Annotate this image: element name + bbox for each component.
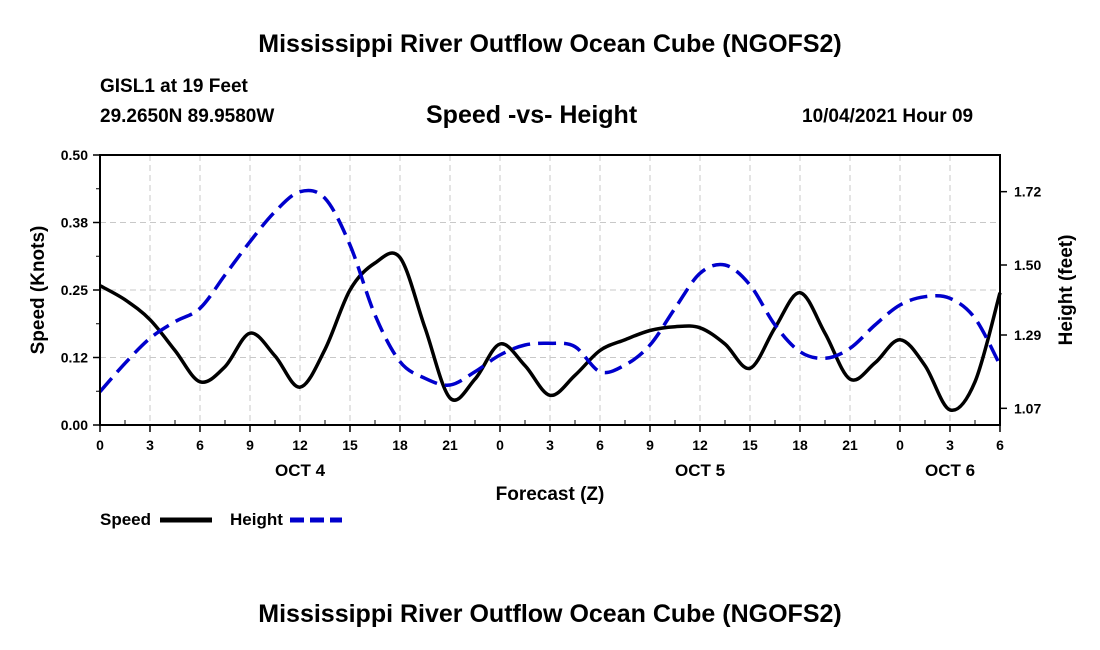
x-tick-label: 21 <box>442 437 458 453</box>
station-label: GISL1 at 19 Feet <box>100 76 248 97</box>
x-tick-label: 3 <box>546 437 554 453</box>
date-label: OCT 5 <box>675 461 725 480</box>
x-tick-label: 21 <box>842 437 858 453</box>
x-tick-label: 12 <box>292 437 308 453</box>
x-tick-label: 12 <box>692 437 708 453</box>
chart-subtitle: Speed -vs- Height <box>426 101 638 129</box>
x-tick-label: 15 <box>342 437 358 453</box>
grid-lines <box>100 155 1000 425</box>
series-lines <box>98 188 1002 413</box>
x-tick-label: 15 <box>742 437 758 453</box>
axis-ticks: 0 3 6 9 12 15 18 21 0 3 6 9 12 15 18 21 0 3 6 OCT 4 OCT 5 OCT… <box>61 147 1042 480</box>
footer-title: Mississippi River Outflow Ocean Cube (NG… <box>258 600 842 628</box>
x-tick-label: 0 <box>96 437 104 453</box>
x-tick-label: 6 <box>596 437 604 453</box>
x-tick-label: 9 <box>646 437 654 453</box>
forecast-datetime: 10/04/2021 Hour 09 <box>802 106 974 127</box>
coordinates-label: 29.2650N 89.9580W <box>100 106 275 127</box>
x-tick-label: 9 <box>246 437 254 453</box>
x-tick-label: 0 <box>496 437 504 453</box>
legend: Speed Height <box>100 510 342 529</box>
x-axis-label: Forecast (Z) <box>496 484 605 505</box>
x-tick-label: 6 <box>196 437 204 453</box>
date-label: OCT 6 <box>925 461 975 480</box>
series-line-speed <box>99 251 1002 413</box>
x-tick-label: 18 <box>392 437 408 453</box>
y2-tick-label: 1.72 <box>1014 184 1041 200</box>
series-line-height <box>98 188 1002 393</box>
x-tick-label: 3 <box>946 437 954 453</box>
x-tick-label: 18 <box>792 437 808 453</box>
date-label: OCT 4 <box>275 461 326 480</box>
y-tick-label: 0.12 <box>61 350 88 366</box>
y2-tick-label: 1.07 <box>1014 400 1041 416</box>
y2-axis-label: Height (feet) <box>1056 235 1077 346</box>
y-tick-label: 0.50 <box>61 147 88 163</box>
y-tick-label: 0.25 <box>61 282 88 298</box>
x-tick-label: 3 <box>146 437 154 453</box>
legend-label-height: Height <box>230 510 283 529</box>
y-tick-label: 0.38 <box>61 215 88 231</box>
y2-tick-label: 1.29 <box>1014 327 1041 343</box>
y-tick-label: 0.00 <box>61 417 88 433</box>
y2-tick-label: 1.50 <box>1014 257 1041 273</box>
x-tick-label: 0 <box>896 437 904 453</box>
y-axis-label: Speed (Knots) <box>28 226 49 355</box>
x-tick-label: 6 <box>996 437 1004 453</box>
chart-title: Mississippi River Outflow Ocean Cube (NG… <box>258 30 842 58</box>
legend-label-speed: Speed <box>100 510 151 529</box>
